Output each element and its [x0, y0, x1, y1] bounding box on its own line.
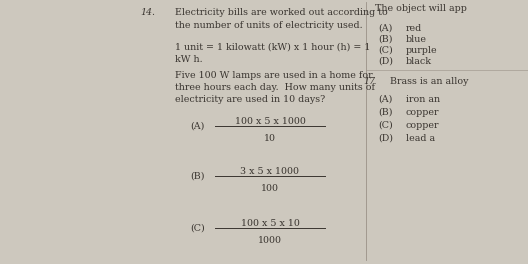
Text: kW h.: kW h. — [175, 55, 203, 64]
Text: (B): (B) — [378, 108, 392, 117]
Text: copper: copper — [406, 121, 439, 130]
Text: (B): (B) — [378, 35, 392, 44]
Text: 1000: 1000 — [258, 236, 282, 245]
Text: three hours each day.  How many units of: three hours each day. How many units of — [175, 83, 375, 92]
Text: red: red — [406, 24, 422, 33]
Text: lead a: lead a — [406, 134, 435, 143]
Text: blue: blue — [406, 35, 427, 44]
Text: black: black — [406, 57, 432, 66]
Text: the number of units of electricity used.: the number of units of electricity used. — [175, 21, 363, 30]
Text: 14.: 14. — [140, 8, 155, 17]
Text: purple: purple — [406, 46, 438, 55]
Text: iron an: iron an — [406, 95, 440, 104]
Text: (A): (A) — [378, 24, 392, 33]
Text: Electricity bills are worked out according to: Electricity bills are worked out accordi… — [175, 8, 388, 17]
Text: The object will app: The object will app — [375, 4, 467, 13]
Text: Five 100 W lamps are used in a home for: Five 100 W lamps are used in a home for — [175, 70, 373, 79]
Text: (C): (C) — [190, 224, 205, 233]
Text: (A): (A) — [378, 95, 392, 104]
Text: 100 x 5 x 10: 100 x 5 x 10 — [241, 219, 299, 228]
Text: (B): (B) — [190, 172, 204, 181]
Text: (C): (C) — [378, 121, 393, 130]
Text: 10: 10 — [264, 134, 276, 143]
Text: (C): (C) — [378, 46, 393, 55]
Text: electricity are used in 10 days?: electricity are used in 10 days? — [175, 96, 325, 105]
Text: (D): (D) — [378, 134, 393, 143]
Text: (A): (A) — [190, 122, 204, 131]
Text: 1 unit = 1 kilowatt (kW) x 1 hour (h) = 1: 1 unit = 1 kilowatt (kW) x 1 hour (h) = … — [175, 43, 370, 52]
Text: 100: 100 — [261, 184, 279, 193]
Text: (D): (D) — [378, 57, 393, 66]
Text: copper: copper — [406, 108, 439, 117]
Text: 3 x 5 x 1000: 3 x 5 x 1000 — [240, 167, 299, 176]
Text: Brass is an alloy: Brass is an alloy — [390, 77, 468, 86]
Text: 17: 17 — [363, 77, 375, 86]
Text: 100 x 5 x 1000: 100 x 5 x 1000 — [234, 117, 305, 126]
